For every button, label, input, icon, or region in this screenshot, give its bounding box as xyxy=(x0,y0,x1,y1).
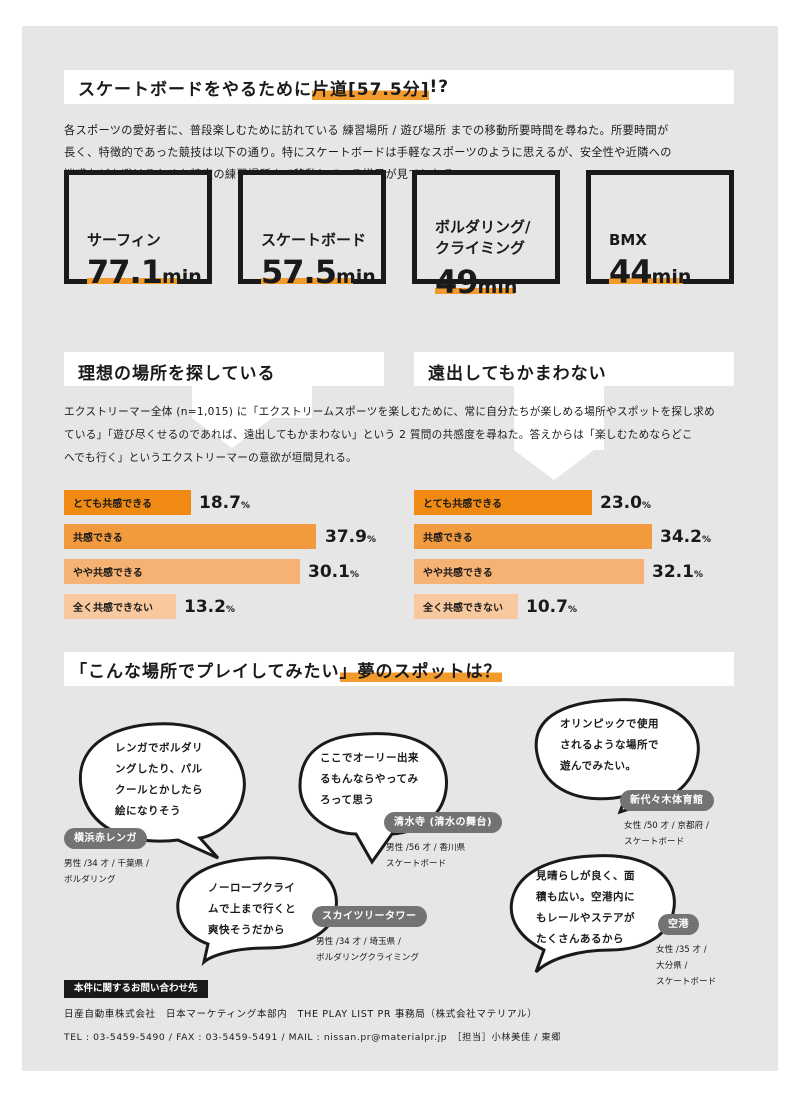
spot-tag-1: 横浜赤レンガ xyxy=(64,828,147,849)
stat-box-bouldering: ボルダリング/クライミング 49min xyxy=(412,170,560,301)
left-pct-2: 37.9% xyxy=(325,527,376,547)
title-highlight: 片道[57.5分] xyxy=(312,74,430,100)
bubble-text-5: 見晴らしが良く、面 積も広い。空港内に もレールやステアが たくさんあるから xyxy=(536,870,635,945)
left-bar-2: 共感できる xyxy=(64,524,316,549)
stat-underline xyxy=(609,278,683,284)
right-pct-3: 32.1% xyxy=(652,562,703,582)
stat-label: サーフィン xyxy=(87,231,161,249)
stat-label: スケートボード xyxy=(261,231,367,249)
spot-tag-4: スカイツリータワー xyxy=(312,906,427,927)
stat-box-skateboard: スケートボード 57.5min xyxy=(238,170,386,291)
survey-right-title: 遠出してもかまわない xyxy=(428,364,607,384)
survey-description: エクストリーマー全体 (n=1,015) に「エクストリームスポーツを楽しむため… xyxy=(64,401,754,470)
page-title: スケートボードをやるために 片道[57.5分]!? xyxy=(64,70,734,104)
left-pct-3: 30.1% xyxy=(308,562,359,582)
contact-details: TEL : 03-5459-5490 / FAX : 03-5459-5491 … xyxy=(64,1032,561,1043)
title-text: スケートボードをやるために xyxy=(78,79,312,100)
dream-title: 「こんな場所でプレイしてみたい 」夢のスポットは？ xyxy=(64,652,734,686)
right-bar-4: 全く共感できない xyxy=(414,594,518,619)
spot-tag-2: 清水寺 (清水の舞台) xyxy=(384,812,503,833)
left-bar-4: 全く共感できない xyxy=(64,594,176,619)
desc-line: ている」「遊び尽くせるのであれば、遠出してもかまわない」という 2 質問の共感度… xyxy=(64,429,693,441)
intro-line: 各スポーツの愛好者に、普段楽しむために訪れている 練習場所 / 遊び場所 までの… xyxy=(64,124,669,137)
bubble-text-1: レンガでボルダリ ングしたり、パル クールとかしたら 絵になりそう xyxy=(115,742,203,817)
respondent-2: 男性 /56 才 / 香川県 スケートボード xyxy=(386,843,466,869)
spot-tag-3: 新代々木体育館 xyxy=(620,790,714,811)
respondent-3: 女性 /50 才 / 京都府 / スケートボード xyxy=(624,821,709,847)
right-bar-2: 共感できる xyxy=(414,524,652,549)
spot-tag-5: 空港 xyxy=(658,914,699,935)
intro-line: 長く、特徴的であった競技は以下の通り。特にスケートボードは手軽なスポーツのように… xyxy=(64,146,672,159)
stat-value: 44min xyxy=(609,253,692,291)
stat-box-bmx: BMX 44min xyxy=(586,170,734,291)
stat-label: ボルダリング/クライミング xyxy=(435,218,531,257)
survey-left-title: 理想の場所を探している xyxy=(78,364,276,384)
title-suffix: !? xyxy=(429,77,450,97)
left-bar-3: やや共感できる xyxy=(64,559,300,584)
bubble-text-4: ノーロープクライ ムで上まで行くと 爽快そうだから xyxy=(208,882,296,936)
right-pct-1: 23.0% xyxy=(600,493,651,513)
respondent-5: 女性 /35 才 / 大分県 / スケートボード xyxy=(656,945,717,987)
survey-header-shapes xyxy=(64,352,734,480)
left-pct-1: 18.7% xyxy=(199,493,250,513)
bubble-text-2: ここでオーリー出来 るもんならやってみ ろって思う xyxy=(320,752,419,806)
right-bar-3: やや共感できる xyxy=(414,559,644,584)
stat-underline xyxy=(87,278,177,284)
stat-value: 77.1min xyxy=(87,253,202,291)
left-pct-4: 13.2% xyxy=(184,597,235,617)
stat-box-surfing: サーフィン 77.1min xyxy=(64,170,212,291)
bubble-text-3: オリンピックで使用 されるような場所で 遊んでみたい。 xyxy=(560,718,659,772)
contact-label: 本件に関するお問い合わせ先 xyxy=(64,980,208,998)
respondent-4: 男性 /34 才 / 埼玉県 / ボルダリングクライミング xyxy=(316,937,419,963)
right-pct-4: 10.7% xyxy=(526,597,577,617)
stat-value: 49min xyxy=(435,263,518,301)
right-bar-1: とても共感できる xyxy=(414,490,592,515)
stat-underline xyxy=(261,278,353,284)
contact-company: 日産自動車株式会社 日本マーケティング本部内 THE PLAY LIST PR … xyxy=(64,1009,538,1020)
right-pct-2: 34.2% xyxy=(660,527,711,547)
desc-line: へでも行く」というエクストリーマーの意欲が垣間見れる。 xyxy=(64,452,358,464)
stat-value: 57.5min xyxy=(261,253,376,291)
respondent-1: 男性 /34 才 / 千葉県 / ボルダリング xyxy=(64,859,149,885)
stat-underline xyxy=(435,288,515,294)
left-bar-1: とても共感できる xyxy=(64,490,191,515)
stat-label: BMX xyxy=(609,231,647,249)
desc-line: エクストリーマー全体 (n=1,015) に「エクストリームスポーツを楽しむため… xyxy=(64,406,715,418)
